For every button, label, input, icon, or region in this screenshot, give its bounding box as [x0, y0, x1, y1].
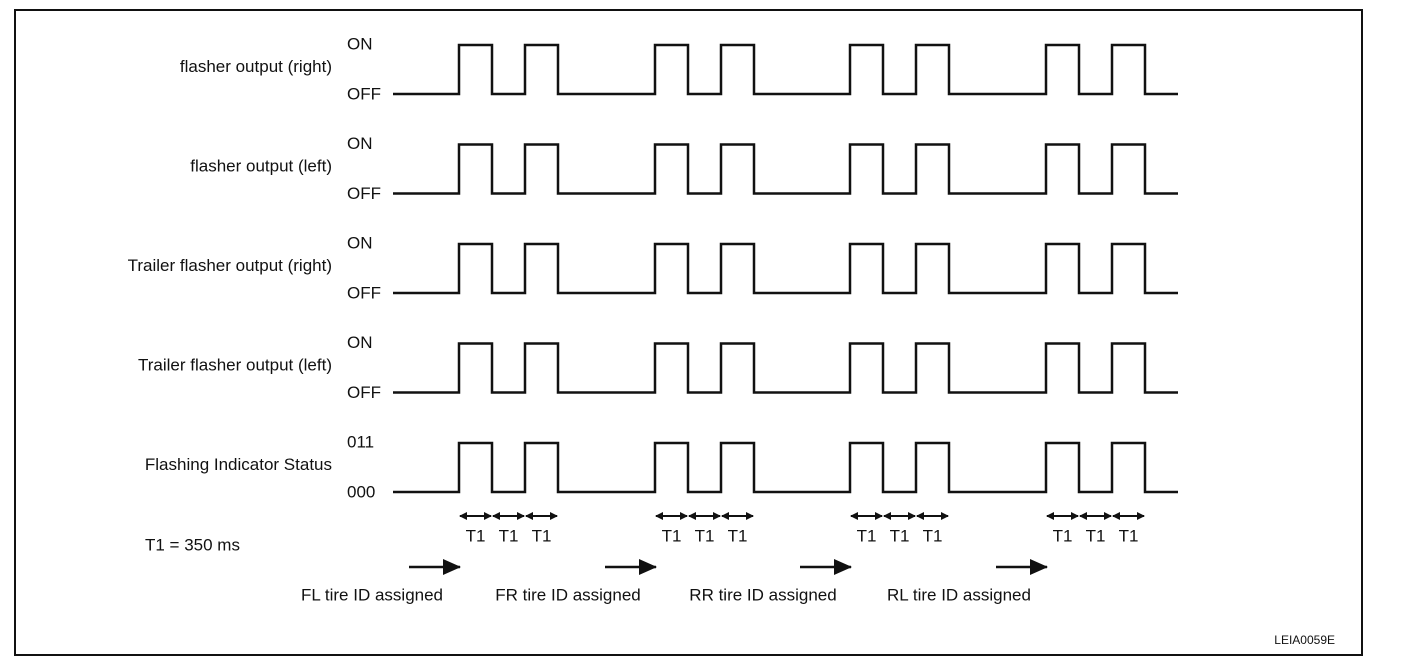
t1-label: T1: [1119, 526, 1139, 545]
t1-label: T1: [662, 526, 682, 545]
high-level: ON: [347, 34, 373, 53]
signal-name: Trailer flasher output (right): [128, 256, 332, 275]
high-level: ON: [347, 134, 373, 153]
low-level: OFF: [347, 383, 381, 402]
t1-label: T1: [923, 526, 943, 545]
low-level: OFF: [347, 184, 381, 203]
t1-label: T1: [532, 526, 552, 545]
high-level: ON: [347, 233, 373, 252]
t1-label: T1: [466, 526, 486, 545]
t1-definition: T1 = 350 ms: [145, 535, 240, 554]
high-level: 011: [347, 432, 374, 451]
waveform: [393, 242, 1178, 295]
signal-name: Flashing Indicator Status: [145, 455, 332, 474]
waveform: [393, 43, 1178, 96]
assignment-label: FL tire ID assigned: [301, 585, 443, 604]
high-level: ON: [347, 333, 373, 352]
t1-label: T1: [857, 526, 877, 545]
signal-name: flasher output (left): [190, 156, 332, 175]
t1-label: T1: [1053, 526, 1073, 545]
low-level: OFF: [347, 283, 381, 302]
t1-label: T1: [1086, 526, 1106, 545]
t1-label: T1: [499, 526, 519, 545]
low-level: 000: [347, 482, 375, 501]
assignment-label: FR tire ID assigned: [495, 585, 641, 604]
waveform: [393, 441, 1178, 494]
assignment-label: RR tire ID assigned: [689, 585, 836, 604]
frame: [14, 9, 1363, 656]
figure-id: LEIA0059E: [1274, 633, 1335, 647]
t1-label: T1: [695, 526, 715, 545]
assignment-label: RL tire ID assigned: [887, 585, 1031, 604]
t1-label: T1: [890, 526, 910, 545]
low-level: OFF: [347, 84, 381, 103]
signal-name: flasher output (right): [180, 57, 332, 76]
waveform: [393, 143, 1178, 195]
signal-name: Trailer flasher output (left): [138, 355, 332, 374]
waveform: [393, 342, 1178, 394]
t1-label: T1: [728, 526, 748, 545]
